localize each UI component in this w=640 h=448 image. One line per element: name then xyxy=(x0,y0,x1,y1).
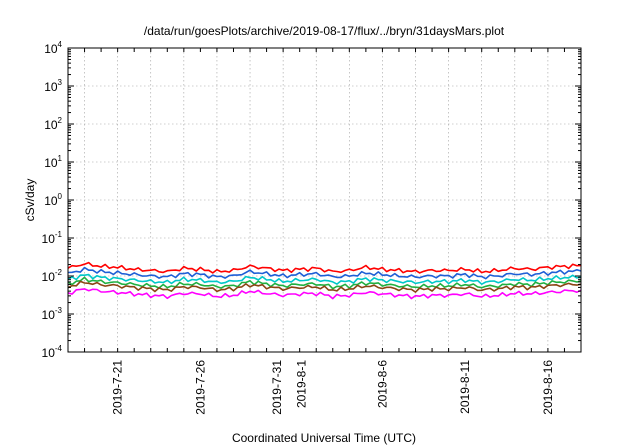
series-line-3 xyxy=(67,276,582,290)
y-tick-label-1: 10-3 xyxy=(42,306,63,322)
series-line-4 xyxy=(67,280,582,293)
x-tick-label-3: 2019-8-1 xyxy=(295,360,309,408)
grid-lines xyxy=(68,48,581,352)
series-layer xyxy=(67,261,582,300)
y-tick-label-7: 103 xyxy=(44,78,62,94)
y-tick-label-3: 10-1 xyxy=(42,230,63,246)
y-tick-label-0: 10-4 xyxy=(42,344,63,360)
x-tick-label-0: 2019-7-21 xyxy=(111,360,125,415)
y-axis-label: cSv/day xyxy=(23,179,37,222)
x-tick-label-5: 2019-8-11 xyxy=(458,360,472,414)
y-tick-label-8: 104 xyxy=(44,40,62,56)
x-axis: 2019-7-21 2019-7-26 2019-7-31 2019-8-1 2019-… xyxy=(67,48,582,415)
series-line-5 xyxy=(67,288,582,300)
series-line-0 xyxy=(67,261,582,274)
series-line-2 xyxy=(67,273,582,286)
x-tick-label-4: 2019-8-6 xyxy=(375,360,389,408)
y-tick-label-6: 102 xyxy=(44,116,62,132)
y-axis: 10-4 10-3 10-2 10-1 100 101 102 103 104 xyxy=(42,40,581,360)
y-tick-label-2: 10-2 xyxy=(42,268,63,284)
y-tick-label-4: 100 xyxy=(44,192,62,208)
x-tick-label-6: 2019-8-16 xyxy=(541,360,555,415)
y-tick-label-5: 101 xyxy=(44,154,62,170)
x-tick-label-2: 2019-7-31 xyxy=(270,360,284,415)
x-axis-label: Coordinated Universal Time (UTC) xyxy=(232,431,416,445)
x-tick-label-1: 2019-7-26 xyxy=(193,360,207,415)
chart-title: /data/run/goesPlots/archive/2019-08-17/f… xyxy=(144,24,505,38)
series-line-1 xyxy=(67,266,582,280)
